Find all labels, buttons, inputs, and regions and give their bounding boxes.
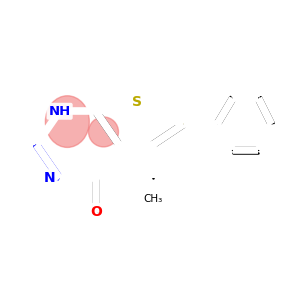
- Text: CH₃: CH₃: [143, 194, 162, 204]
- Ellipse shape: [88, 117, 119, 147]
- Text: S: S: [132, 95, 142, 109]
- Ellipse shape: [45, 96, 89, 147]
- Text: O: O: [90, 205, 102, 219]
- Text: NH: NH: [49, 105, 71, 118]
- Text: N: N: [44, 171, 56, 185]
